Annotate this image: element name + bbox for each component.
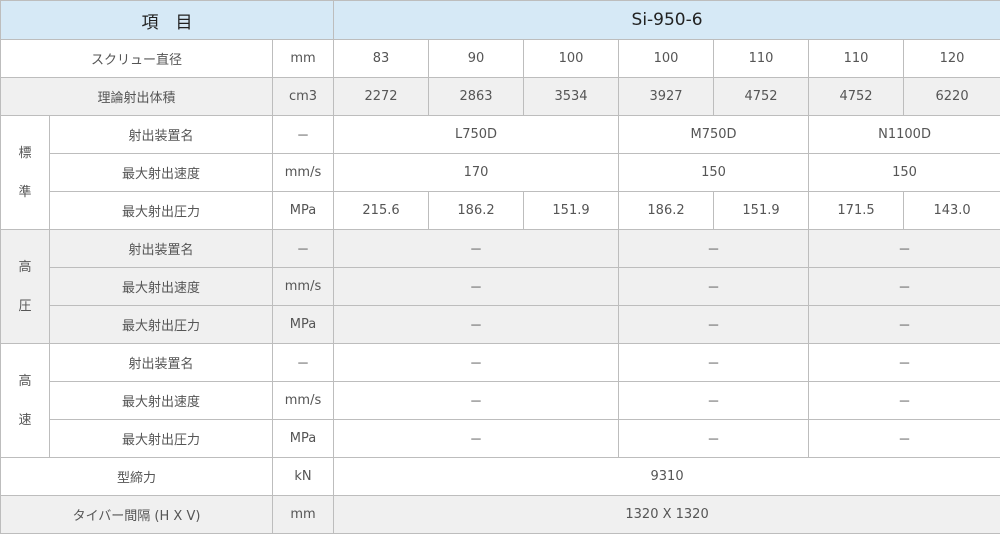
row-unit: mm/s: [271, 381, 335, 420]
high-pressure-speed-row: 最大射出速度 mm/s － － －: [1, 267, 1000, 306]
row-unit: cm3: [271, 77, 335, 116]
value-cell: －: [333, 229, 620, 268]
value-cell: 9310: [333, 457, 1000, 496]
value-cell: 150: [808, 153, 1000, 192]
group-label-high-pressure: 高 圧: [0, 229, 50, 344]
group-char: 圧: [18, 298, 32, 314]
value-cell: 170: [333, 153, 620, 192]
standard-unit-name-row: 標 準 射出装置名 － L750D M750D N1100D: [0, 115, 1000, 230]
row-unit: mm: [271, 495, 335, 534]
group-label-standard: 標 準: [0, 115, 50, 230]
value-cell: 120: [903, 39, 1000, 78]
value-cell: 3927: [618, 77, 715, 116]
value-cell: 4752: [713, 77, 810, 116]
header-row: 項 目 Si-950-6: [0, 0, 1000, 40]
row-unit: －: [271, 229, 335, 268]
row-unit: MPa: [271, 305, 335, 344]
value-cell: 1320 X 1320: [333, 495, 1000, 534]
value-cell: 186.2: [618, 191, 715, 230]
row-label: 射出装置名: [49, 115, 273, 154]
standard-speed-row: 最大射出速度 mm/s 170 150 150: [1, 153, 1000, 192]
value-cell: －: [333, 419, 620, 458]
value-cell: －: [808, 419, 1000, 458]
standard-pressure-row: 最大射出圧力 MPa 215.6 186.2 151.9 186.2 151.9…: [1, 191, 1000, 230]
row-label: 最大射出圧力: [49, 419, 273, 458]
value-cell: 90: [428, 39, 525, 78]
row-label: 最大射出圧力: [49, 305, 273, 344]
value-cell: 151.9: [523, 191, 620, 230]
group-char: 高: [18, 373, 32, 389]
value-cell: 100: [618, 39, 715, 78]
row-label: タイバー間隔 (H X V): [0, 495, 273, 534]
value-cell: 143.0: [903, 191, 1000, 230]
high-pressure-unit-name-row: 高 圧 射出装置名 － － － －: [0, 229, 1000, 344]
value-cell: 100: [523, 39, 620, 78]
value-cell: －: [808, 381, 1000, 420]
row-unit: mm/s: [271, 267, 335, 306]
group-char: 高: [18, 259, 32, 275]
row-unit: －: [271, 115, 335, 154]
row-label: 最大射出速度: [49, 381, 273, 420]
value-cell: －: [618, 381, 810, 420]
value-cell: 2272: [333, 77, 430, 116]
value-cell: －: [808, 343, 1000, 382]
tie-bar-row: タイバー間隔 (H X V) mm 1320 X 1320: [0, 495, 1000, 534]
value-cell: 186.2: [428, 191, 525, 230]
model-header: Si-950-6: [333, 0, 1000, 40]
group-label-high-speed: 高 速: [0, 343, 50, 458]
value-cell: 215.6: [333, 191, 430, 230]
value-cell: －: [618, 419, 810, 458]
row-unit: －: [271, 343, 335, 382]
group-char: 標: [18, 145, 32, 161]
group-char: 速: [18, 412, 32, 428]
row-label: スクリュー直径: [0, 39, 273, 78]
high-speed-speed-row: 最大射出速度 mm/s － － －: [1, 381, 1000, 420]
high-speed-pressure-row: 最大射出圧力 MPa － － －: [1, 419, 1000, 458]
row-unit: mm/s: [271, 153, 335, 192]
row-label: 射出装置名: [49, 229, 273, 268]
row-label: 最大射出速度: [49, 267, 273, 306]
value-cell: 6220: [903, 77, 1000, 116]
value-cell: 83: [333, 39, 430, 78]
value-cell: L750D: [333, 115, 620, 154]
value-cell: 3534: [523, 77, 620, 116]
value-cell: －: [808, 305, 1000, 344]
row-unit: MPa: [271, 191, 335, 230]
value-cell: N1100D: [808, 115, 1000, 154]
value-cell: －: [618, 229, 810, 268]
value-cell: 4752: [808, 77, 905, 116]
value-cell: 2863: [428, 77, 525, 116]
row-label: 射出装置名: [49, 343, 273, 382]
value-cell: －: [333, 343, 620, 382]
value-cell: －: [808, 267, 1000, 306]
value-cell: －: [618, 305, 810, 344]
row-unit: MPa: [271, 419, 335, 458]
value-cell: 110: [808, 39, 905, 78]
clamping-force-row: 型締力 kN 9310: [0, 457, 1000, 496]
value-cell: M750D: [618, 115, 810, 154]
value-cell: －: [333, 267, 620, 306]
value-cell: －: [618, 267, 810, 306]
row-label: 最大射出圧力: [49, 191, 273, 230]
value-cell: －: [808, 229, 1000, 268]
row-unit: kN: [271, 457, 335, 496]
value-cell: 151.9: [713, 191, 810, 230]
value-cell: 150: [618, 153, 810, 192]
spec-table: 項 目 Si-950-6 スクリュー直径 mm 83 90 100 100 11…: [0, 0, 1000, 534]
row-label: 型締力: [0, 457, 273, 496]
value-cell: －: [333, 381, 620, 420]
value-cell: －: [333, 305, 620, 344]
injection-volume-row: 理論射出体積 cm3 2272 2863 3534 3927 4752 4752…: [0, 77, 1000, 116]
value-cell: －: [618, 343, 810, 382]
value-cell: 171.5: [808, 191, 905, 230]
item-header: 項 目: [0, 0, 335, 40]
high-speed-unit-name-row: 高 速 射出装置名 － － － －: [0, 343, 1000, 458]
row-unit: mm: [271, 39, 335, 78]
value-cell: 110: [713, 39, 810, 78]
row-label: 理論射出体積: [0, 77, 273, 116]
group-char: 準: [18, 184, 32, 200]
high-pressure-pressure-row: 最大射出圧力 MPa － － －: [1, 305, 1000, 344]
screw-diameter-row: スクリュー直径 mm 83 90 100 100 110 110 120: [0, 39, 1000, 78]
row-label: 最大射出速度: [49, 153, 273, 192]
